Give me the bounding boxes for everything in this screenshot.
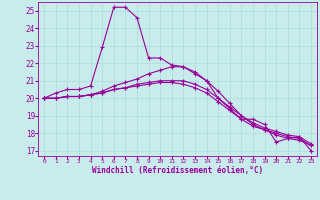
X-axis label: Windchill (Refroidissement éolien,°C): Windchill (Refroidissement éolien,°C)	[92, 166, 263, 175]
